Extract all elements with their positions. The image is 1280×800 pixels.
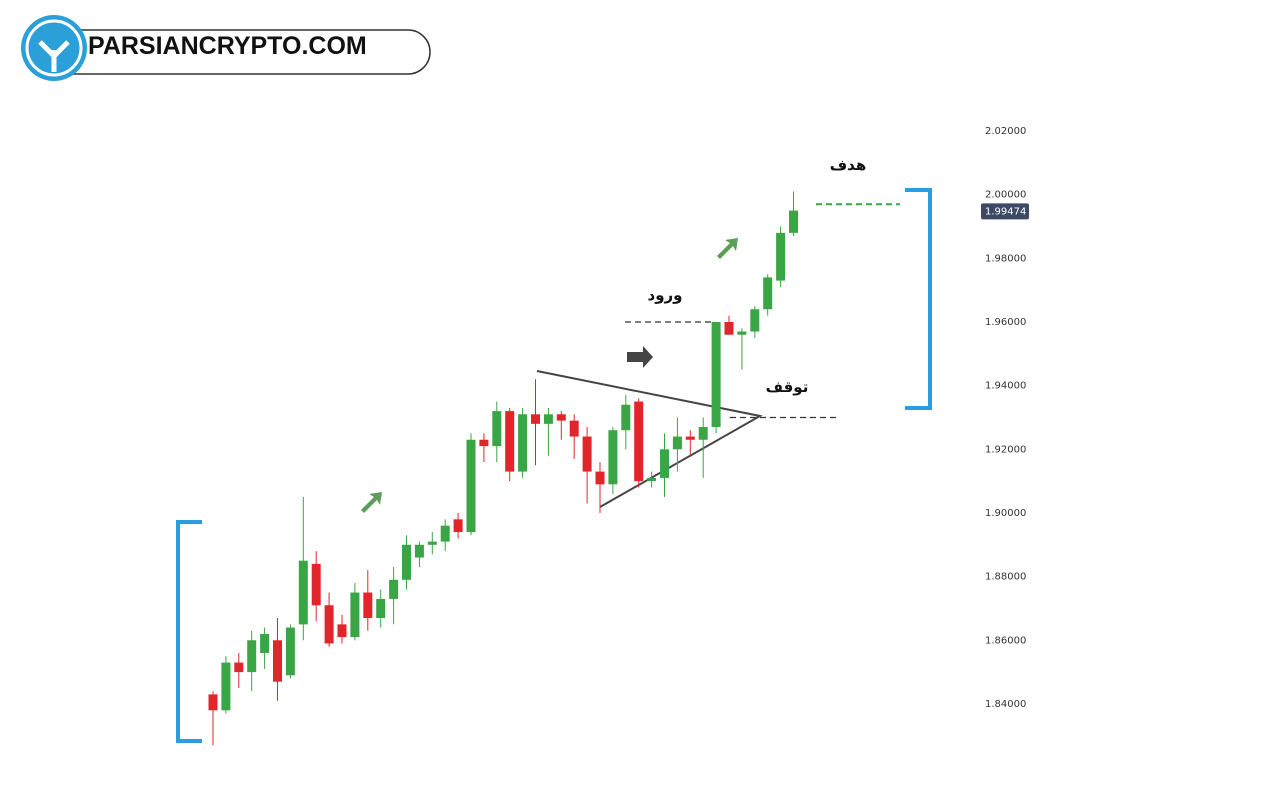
candle-body bbox=[608, 430, 618, 485]
y-tick-label: 1.90000 bbox=[985, 508, 1026, 519]
bracket bbox=[176, 520, 202, 743]
candle-body bbox=[427, 541, 437, 545]
candle-body bbox=[505, 411, 515, 472]
arrow bbox=[361, 492, 382, 513]
brand: PARSIANCRYPTO.COM bbox=[88, 32, 367, 60]
y-tick-label: 1.88000 bbox=[985, 572, 1026, 583]
candle-body bbox=[466, 439, 476, 533]
candle-body bbox=[285, 627, 295, 676]
candle-body bbox=[260, 633, 270, 654]
candle-body bbox=[621, 404, 631, 431]
candle-body bbox=[685, 436, 695, 440]
candle-body bbox=[324, 605, 334, 644]
candle-body bbox=[569, 420, 579, 437]
y-tick-label: 1.86000 bbox=[985, 635, 1026, 646]
candle-body bbox=[402, 544, 411, 580]
y-tick-label: 2.02000 bbox=[985, 126, 1026, 137]
arrow bbox=[627, 346, 653, 368]
candle-body bbox=[698, 427, 708, 440]
candle-body bbox=[492, 411, 502, 447]
arrow bbox=[717, 238, 738, 259]
candle-body bbox=[776, 232, 786, 281]
triangle bbox=[536, 370, 763, 508]
candle-body bbox=[350, 592, 360, 638]
candle-body bbox=[724, 321, 734, 335]
candle-body bbox=[453, 519, 463, 533]
candle-body bbox=[311, 563, 321, 606]
candle-body bbox=[660, 449, 669, 478]
candle-body bbox=[298, 560, 308, 625]
candle-body bbox=[208, 694, 218, 711]
bracket bbox=[905, 188, 932, 410]
price-badge bbox=[981, 203, 1029, 220]
logo-icon bbox=[21, 15, 87, 81]
logo: PARSIANCRYPTO.COM bbox=[21, 15, 431, 81]
candle-body bbox=[234, 662, 244, 673]
candle-body bbox=[556, 414, 566, 421]
y-tick-label: 1.94000 bbox=[985, 381, 1026, 392]
candle-body bbox=[247, 640, 257, 673]
level-label: ورود bbox=[648, 286, 683, 304]
candle-body bbox=[595, 471, 605, 485]
candle-body bbox=[440, 525, 450, 542]
y-tick-label: 1.98000 bbox=[985, 253, 1026, 264]
candle-body bbox=[337, 624, 347, 638]
candle-body bbox=[543, 414, 553, 424]
candle-body bbox=[582, 436, 592, 472]
candle-body bbox=[763, 277, 773, 310]
candle-body bbox=[711, 321, 721, 428]
candle-body bbox=[518, 414, 528, 472]
current-price: 1.99474 bbox=[985, 206, 1026, 217]
candle-body bbox=[750, 309, 760, 332]
y-tick-label: 1.96000 bbox=[985, 317, 1026, 328]
candle-body bbox=[737, 331, 747, 335]
y-tick-label: 1.84000 bbox=[985, 699, 1026, 710]
candle-body bbox=[389, 579, 399, 599]
candle-body bbox=[789, 210, 798, 233]
y-tick-label: 1.92000 bbox=[985, 444, 1026, 455]
candle-body bbox=[363, 592, 373, 618]
candle-body bbox=[479, 439, 489, 447]
candle-body bbox=[634, 401, 644, 482]
candle-body bbox=[273, 640, 282, 682]
candle-body bbox=[221, 662, 231, 711]
y-tick-label: 2.00000 bbox=[985, 190, 1026, 201]
candle-body bbox=[414, 544, 424, 558]
candle-body bbox=[376, 598, 386, 618]
logo-ring bbox=[25, 19, 83, 77]
candle-body bbox=[647, 477, 657, 482]
level-label: هدف bbox=[830, 156, 867, 174]
candle-body bbox=[531, 414, 540, 424]
logo-tree bbox=[38, 40, 70, 72]
candle-body bbox=[672, 436, 682, 450]
level-label: توقف bbox=[766, 378, 809, 396]
